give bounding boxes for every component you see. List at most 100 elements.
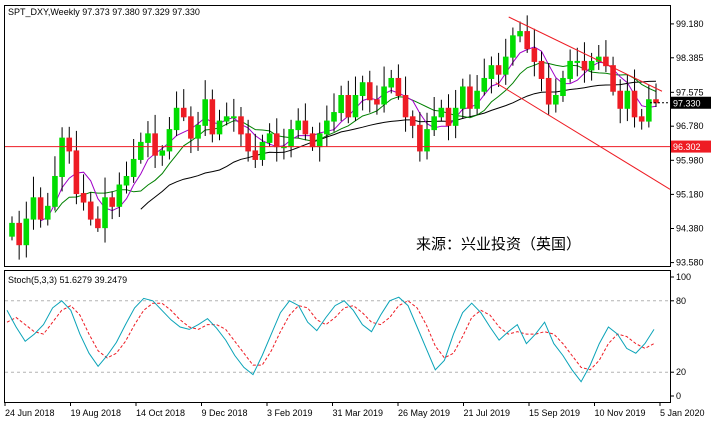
- candle-bull: [431, 116, 437, 131]
- stochastic-lines: [6, 296, 655, 383]
- candle-bear: [603, 56, 609, 67]
- candle-bull: [646, 99, 652, 122]
- current-price-tag: [671, 96, 711, 109]
- candle-bull: [316, 133, 323, 148]
- x-tick-label: 15 Sep 2019: [529, 408, 580, 418]
- candle-bull: [231, 116, 237, 119]
- candle-bear: [631, 90, 638, 118]
- candle-bear: [531, 48, 538, 62]
- candle-bear: [374, 99, 380, 105]
- candle-bear: [273, 133, 280, 148]
- candle-bull: [130, 158, 137, 177]
- candle-bear: [180, 107, 187, 118]
- stoch-label: Stoch(5,3,3) 51.6279 39.2479: [8, 275, 127, 285]
- candle-bull: [123, 175, 130, 186]
- candle-bull: [216, 120, 223, 135]
- candle-bull: [9, 222, 15, 237]
- candle-bull: [259, 141, 266, 160]
- stoch-k-line: [6, 296, 655, 383]
- candle-bull: [266, 133, 273, 143]
- candle-bull: [488, 65, 495, 79]
- candle-bull: [223, 116, 230, 122]
- candle-bull: [338, 95, 344, 114]
- candle-bull: [116, 184, 123, 207]
- candle-bear: [309, 133, 316, 148]
- candle-bear: [617, 90, 624, 109]
- stoch-tick-label: 20: [676, 367, 686, 377]
- candle-bear: [395, 77, 402, 97]
- x-tick-label: 26 May 2019: [398, 408, 450, 418]
- candle-bear: [495, 65, 502, 75]
- candlesticks: [9, 15, 659, 260]
- y-tick-label: 97.575: [676, 87, 704, 97]
- candle-bull: [202, 99, 208, 126]
- candle-bull: [352, 95, 359, 118]
- channel-lower-line: [495, 82, 671, 190]
- candle-bear: [37, 197, 44, 220]
- y-tick-label: 98.385: [676, 53, 704, 63]
- y-tick-label: 95.180: [676, 189, 704, 199]
- support-price-tag: [671, 140, 711, 153]
- candle-bear: [252, 150, 259, 160]
- candle-bull: [517, 31, 523, 37]
- candle-bull: [624, 90, 631, 109]
- x-tick-label: 19 Aug 2018: [71, 408, 122, 418]
- candle-bear: [245, 133, 251, 152]
- y-tick-label: 93.580: [676, 258, 704, 268]
- candle-bull: [553, 95, 559, 105]
- y-tick-label: 96.780: [676, 121, 704, 131]
- candle-bear: [610, 65, 616, 92]
- candle-bull: [331, 112, 337, 122]
- support-price-label: 96.302: [673, 142, 701, 152]
- candle-bull: [138, 141, 144, 160]
- candle-bull: [359, 82, 366, 97]
- stoch-tick-label: 0: [676, 391, 681, 401]
- x-tick-label: 24 Jun 2018: [5, 408, 55, 418]
- candle-bull: [481, 77, 488, 92]
- candle-bull: [59, 137, 65, 177]
- candle-bull: [52, 175, 58, 207]
- source-watermark: 来源：兴业投资（英国）: [416, 235, 581, 253]
- candle-bear: [366, 82, 373, 101]
- candle-bear: [638, 116, 645, 122]
- axes: 99.180 98.385 97.575 96.780 95.980 95.180 94.3…: [4, 19, 705, 418]
- candle-bear: [16, 222, 22, 246]
- candle-bull: [288, 129, 294, 148]
- candle-bear: [417, 124, 423, 152]
- candle-bear: [345, 95, 352, 118]
- candle-bull: [195, 124, 201, 139]
- main-panel-frame: [4, 5, 671, 267]
- candle-bear: [467, 86, 473, 109]
- candle-bear: [87, 201, 94, 220]
- candle-bull: [474, 90, 480, 109]
- candle-bear: [73, 150, 80, 195]
- candle-bull: [502, 56, 509, 75]
- candle-bear: [238, 116, 244, 135]
- moving-averages: [40, 46, 657, 222]
- candle-bear: [209, 99, 216, 135]
- candle-bull: [44, 205, 51, 220]
- candle-bull: [424, 129, 430, 152]
- channel-upper-line: [508, 16, 663, 92]
- candle-bull: [588, 60, 595, 71]
- overlays: 96.302 97.330: [5, 16, 711, 190]
- candle-bull: [438, 107, 445, 118]
- x-tick-label: 3 Feb 2019: [267, 408, 313, 418]
- candle-bull: [460, 86, 466, 109]
- candle-bull: [381, 86, 387, 105]
- candle-bull: [388, 77, 395, 88]
- candle-bear: [445, 107, 452, 126]
- candle-bull: [560, 77, 566, 97]
- candle-bull: [173, 107, 180, 131]
- candle-bear: [302, 120, 309, 135]
- candle-bear: [538, 60, 545, 79]
- candle-bull: [567, 60, 573, 79]
- candle-bull: [102, 197, 108, 229]
- candle-bear: [409, 116, 416, 126]
- candle-bear: [95, 218, 101, 229]
- candle-bull: [324, 120, 330, 135]
- candle-bull: [510, 35, 516, 58]
- candle-bear: [524, 31, 531, 50]
- grid: [5, 300, 670, 373]
